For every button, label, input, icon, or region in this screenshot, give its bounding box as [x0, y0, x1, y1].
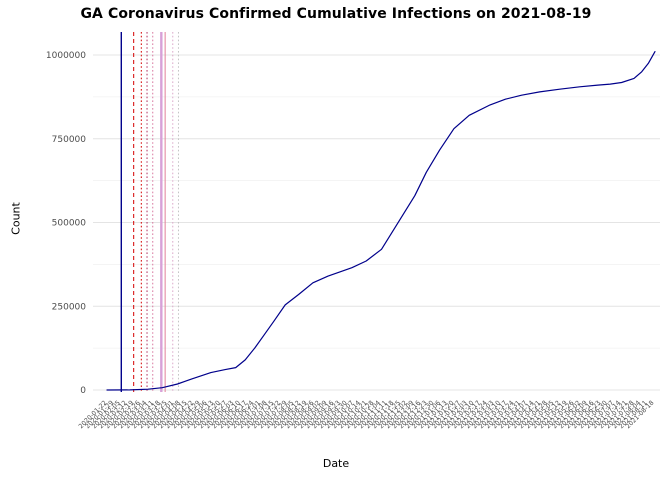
svg-text:500000: 500000 — [52, 219, 87, 229]
chart-title: GA Coronavirus Confirmed Cumulative Infe… — [80, 6, 592, 22]
svg-text:250000: 250000 — [52, 302, 87, 312]
svg-text:750000: 750000 — [52, 135, 87, 145]
svg-text:0: 0 — [80, 386, 86, 396]
x-axis-label: Date — [322, 457, 350, 470]
svg-text:1000000: 1000000 — [46, 51, 86, 61]
